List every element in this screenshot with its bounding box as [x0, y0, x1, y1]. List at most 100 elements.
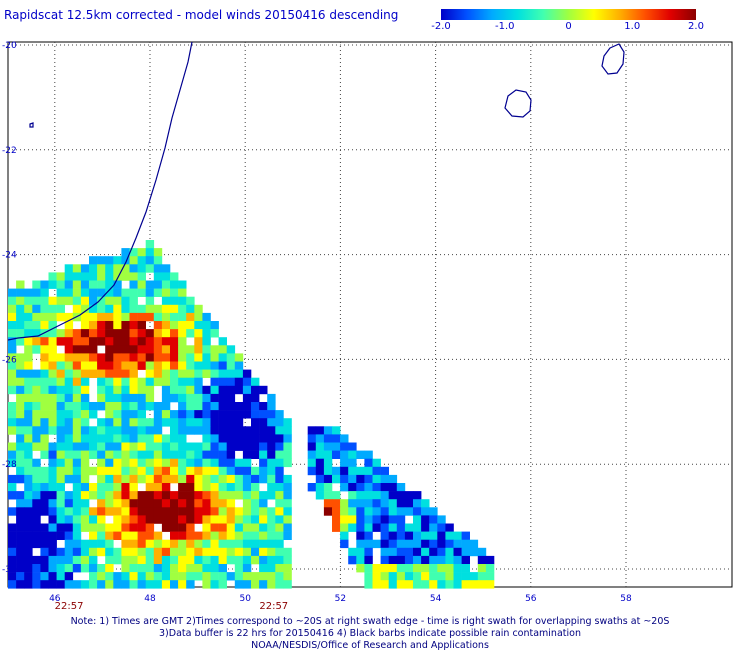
swath-cell	[421, 564, 430, 573]
swath-cell	[72, 491, 82, 500]
swath-cell	[364, 523, 373, 532]
swath-cell	[275, 499, 284, 508]
swath-cell	[80, 555, 90, 565]
swath-cell	[332, 450, 341, 459]
swath-cell	[161, 345, 171, 354]
swath-cell	[129, 353, 138, 362]
swath-cell	[259, 402, 268, 411]
swath-cell	[477, 547, 487, 557]
swath-cell	[332, 426, 341, 435]
swath-cell	[194, 312, 203, 322]
swath-cell	[396, 499, 406, 508]
swath-cell	[48, 393, 57, 403]
swath-cell	[429, 572, 438, 581]
swath-cell	[404, 499, 414, 508]
swath-cell	[307, 434, 317, 443]
swath-cell	[97, 539, 106, 549]
swath-cell	[242, 466, 252, 476]
swath-cell	[445, 547, 454, 557]
swath-cell	[340, 539, 349, 549]
swath-cell	[40, 572, 49, 581]
swath-cell	[323, 491, 333, 500]
swath-cell	[218, 385, 227, 395]
swath-cell	[89, 426, 98, 435]
lon-label: 50	[239, 594, 251, 604]
swath-cell	[170, 304, 179, 314]
swath-cell	[40, 402, 49, 411]
swath-cell	[226, 458, 236, 468]
swath-cell	[105, 458, 114, 468]
swath-cell	[97, 450, 106, 459]
swath-cell	[48, 385, 57, 395]
swath-cell	[218, 393, 227, 403]
swath-cell	[89, 555, 98, 565]
swath-cell	[251, 426, 260, 435]
swath-cell	[413, 572, 422, 581]
swath-cell	[372, 499, 381, 508]
swath-cell	[283, 547, 292, 557]
swath-cell	[32, 312, 41, 322]
swath-cell	[56, 580, 65, 589]
swath-cell	[372, 474, 381, 484]
swath-cell	[396, 507, 406, 516]
swath-cell	[97, 304, 106, 314]
swath-cell	[32, 483, 41, 492]
swath-cell	[275, 466, 284, 476]
swath-cell	[170, 458, 179, 468]
swath-cell	[40, 466, 49, 476]
swath-cell	[16, 491, 25, 500]
swath-cell	[445, 555, 454, 565]
swath-cell	[186, 410, 195, 419]
swath-cell	[80, 329, 90, 338]
swath-cell	[178, 555, 187, 565]
swath-cell	[194, 361, 203, 370]
swath-cell	[218, 531, 227, 540]
swath-cell	[413, 531, 422, 540]
swath-cell	[372, 564, 381, 573]
swath-cell	[105, 572, 114, 581]
swath-cell	[97, 523, 106, 532]
swath-cell	[202, 353, 211, 362]
swath-cell	[170, 377, 179, 387]
swath-cell	[283, 555, 292, 565]
swath-cell	[129, 369, 138, 378]
swath-cell	[137, 312, 146, 322]
swath-cell	[210, 474, 219, 484]
swath-cell	[275, 547, 284, 557]
swath-cell	[105, 564, 114, 573]
swath-cell	[137, 385, 146, 395]
swath-cell	[202, 337, 211, 346]
swath-cell	[275, 458, 284, 468]
swath-cell	[32, 329, 41, 338]
swath-cell	[24, 426, 33, 435]
swath-cell	[170, 434, 179, 443]
swath-cell	[210, 393, 219, 403]
swath-cell	[129, 572, 138, 581]
swath-cell	[64, 507, 74, 516]
swath-cell	[32, 515, 41, 524]
swath-cell	[469, 572, 479, 581]
swath-cell	[259, 434, 268, 443]
swath-cell	[161, 280, 171, 289]
swath-cell	[137, 547, 146, 557]
swath-cell	[80, 288, 90, 297]
swath-cell	[153, 280, 163, 289]
swath-cell	[186, 466, 195, 476]
swath-cell	[226, 555, 236, 565]
swath-cell	[40, 450, 49, 459]
swath-cell	[105, 280, 114, 289]
swath-cell	[161, 547, 171, 557]
swath-cell	[153, 353, 163, 362]
swath-cell	[186, 377, 195, 387]
swath-cell	[89, 321, 98, 330]
swath-cell	[332, 523, 341, 532]
swath-cell	[72, 369, 82, 378]
swath-cell	[97, 312, 106, 322]
swath-cell	[40, 312, 49, 322]
swath-cell	[234, 491, 244, 500]
swath-cell	[64, 499, 74, 508]
swath-cell	[89, 256, 98, 265]
swath-cell	[8, 296, 17, 306]
swath-cell	[356, 499, 365, 508]
swath-cell	[80, 564, 90, 573]
